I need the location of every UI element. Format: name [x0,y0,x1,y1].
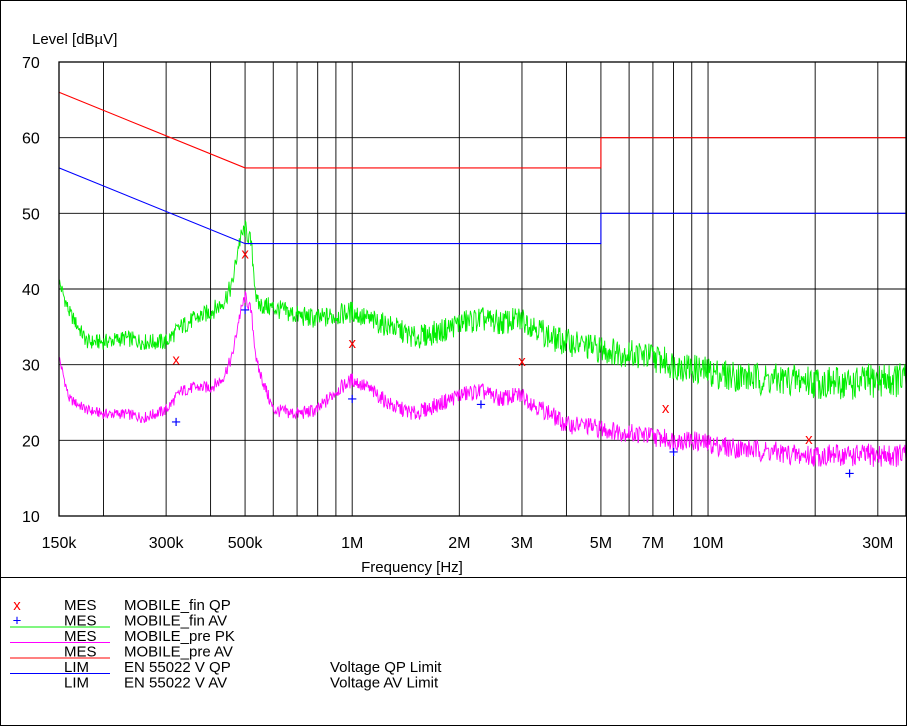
limit-line-1 [58,167,906,245]
av-marker: + [669,443,679,462]
x-tick-label: 500k [228,535,264,552]
y-tick-label: 10 [22,509,40,526]
legend-type: MES [64,628,97,645]
qp-marker: x [662,400,670,417]
av-marker: + [240,300,250,319]
legend: x MES MOBILE_fin QP + MES MOBILE_fin AV MES MOB… [10,597,442,692]
x-tick-label: 30M [862,535,893,552]
x-tick-label: 7M [642,535,664,552]
series-trace-1 [58,291,907,468]
av-marker: + [171,412,181,431]
x-tick-label: 10M [692,535,723,552]
legend-marker: + [13,613,22,630]
legend-name: MOBILE_pre AV [124,644,233,661]
legend-note: Voltage AV Limit [330,675,439,692]
y-tick-label: 50 [22,206,40,223]
tick-labels: 10 20 30 40 50 60 70 150k 300k 500k 1M 2M 3M 5M 7M 10M 3… [22,55,893,552]
y-axis-label: Level [dBµV] [32,31,117,48]
legend-type: MES [64,644,97,661]
legend-type: MES [64,597,97,614]
y-tick-label: 40 [22,282,40,299]
av-marker: + [476,395,486,414]
legend-marker: x [13,597,21,614]
x-tick-label: 150k [42,535,78,552]
x-tick-label: 2M [448,535,470,552]
qp-marker: x [241,246,249,263]
y-tick-label: 30 [22,358,40,375]
qp-marker: x [805,431,813,448]
legend-type: LIM [64,675,89,692]
qp-marker: x [348,335,356,352]
plot-border [58,61,907,517]
x-tick-label: 300k [149,535,185,552]
limit-line-0 [58,91,906,169]
x-axis-label: Frequency [Hz] [361,559,463,576]
series-trace-0 [58,220,907,400]
x-tick-label: 1M [341,535,363,552]
legend-type: LIM [64,659,89,676]
qp-marker: x [518,353,526,370]
legend-type: MES [64,613,97,630]
y-tick-label: 20 [22,433,40,450]
legend-name: MOBILE_fin AV [124,613,227,630]
plot-area: x x x x x x + + + + + + [58,91,907,483]
legend-name: EN 55022 V AV [124,675,227,692]
x-tick-label: 5M [590,535,612,552]
legend-note: Voltage QP Limit [330,659,442,676]
y-tick-label: 70 [22,55,40,72]
av-marker: + [347,390,357,409]
qp-marker: x [172,352,180,369]
y-tick-label: 60 [22,131,40,148]
av-marker: + [845,464,855,483]
legend-name: EN 55022 V QP [124,659,231,676]
legend-name: MOBILE_pre PK [124,628,235,645]
legend-name: MOBILE_fin QP [124,597,231,614]
x-tick-label: 3M [511,535,533,552]
